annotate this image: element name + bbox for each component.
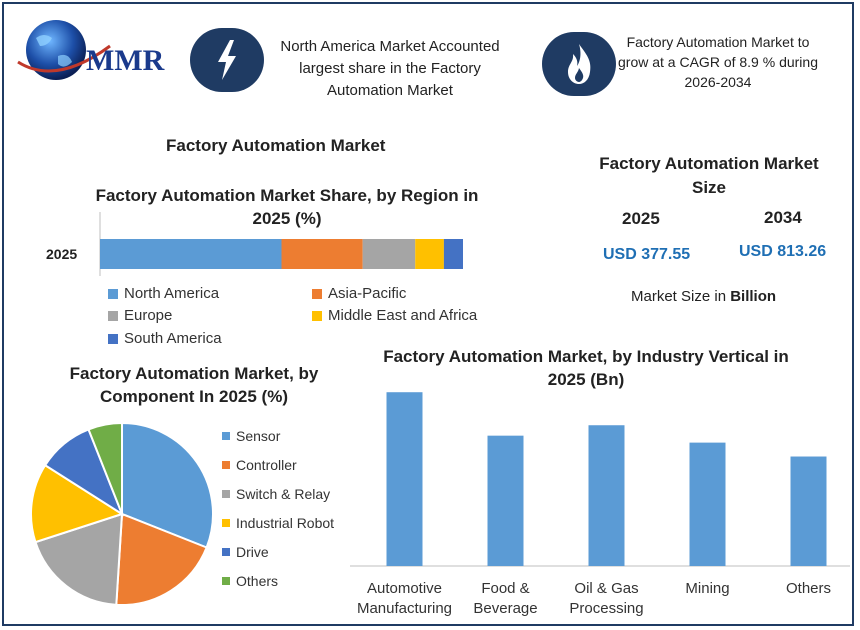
size-value-1: USD 377.55 — [603, 246, 691, 263]
legend-swatch — [222, 548, 230, 556]
size-year-1: 2025 — [622, 209, 660, 228]
legend-controller: Controller — [222, 457, 297, 473]
component-chart-title: Factory Automation Market, by Component … — [69, 364, 319, 406]
bar-mining — [689, 442, 726, 566]
region-bar-north-america — [100, 239, 282, 269]
flame-badge — [542, 32, 616, 96]
size-note-unit: Billion — [730, 288, 777, 305]
legend-swatch — [108, 310, 118, 321]
x-tick-label: Oil & Gas Processing — [569, 580, 643, 617]
legend-drive: Drive — [222, 544, 269, 560]
region-bar-europe — [362, 239, 416, 269]
legend-south-america: South America — [108, 330, 222, 347]
bar-oil-gas-processing — [588, 425, 625, 566]
legend-north-america: North America — [108, 285, 219, 302]
region-chart-title: Factory Automation Market Share, by Regi… — [95, 186, 479, 228]
x-tick-label: Mining — [685, 580, 729, 597]
pie-slice-sensor — [121, 421, 214, 549]
legend-asia-pacific: Asia-Pacific — [312, 285, 406, 302]
legend-label: North America — [124, 285, 220, 302]
legend-label: Middle East and Africa — [328, 307, 478, 324]
logo: MMR — [14, 16, 184, 86]
legend-swatch — [222, 461, 230, 469]
bar-automotive-manufacturing — [386, 392, 423, 566]
lightning-badge — [190, 28, 264, 92]
flame-icon — [568, 44, 591, 84]
pie-slice-controller — [115, 512, 208, 606]
pie-slice-switch-relay — [34, 512, 124, 606]
x-tick-label: Others — [786, 580, 831, 597]
size-value-2: USD 813.26 — [739, 243, 827, 260]
size-panel-title: Factory Automation Market Size — [599, 154, 819, 197]
header-note-1: North America Market Accounted largest s… — [280, 38, 500, 99]
region-bar-south-america — [443, 239, 463, 269]
legend-europe: Europe — [108, 307, 172, 324]
legend-label: Others — [236, 573, 279, 589]
legend-middle-east-africa: Middle East and Africa — [312, 307, 477, 324]
bar-others — [790, 456, 827, 566]
legend-label: Drive — [236, 544, 269, 560]
region-stacked-bar-chart — [99, 212, 463, 276]
legend-others: Others — [222, 573, 278, 589]
legend-swatch — [222, 490, 230, 498]
bar-food-beverage — [487, 435, 524, 566]
legend-swatch — [108, 288, 118, 299]
main-title: Factory Automation Market — [166, 136, 386, 155]
legend-industrial-robot: Industrial Robot — [222, 515, 334, 531]
component-pie-chart — [30, 421, 214, 606]
legend-label: Controller — [236, 457, 297, 473]
logo-text: MMR — [86, 44, 165, 77]
pie-slice-others — [87, 421, 123, 515]
legend-sensor: Sensor — [222, 428, 280, 444]
region-chart-category-label: 2025 — [46, 246, 78, 262]
size-year-2: 2034 — [764, 208, 802, 227]
vertical-bar-chart: Automotive Manufacturing Food & Beverage Oil… — [350, 392, 850, 617]
legend-label: Asia-Pacific — [328, 285, 407, 302]
lightning-icon — [218, 40, 236, 80]
legend-swatch — [222, 519, 230, 527]
legend-switch-relay: Switch & Relay — [222, 486, 330, 502]
header-note-2: Factory Automation Market to grow at a C… — [618, 34, 818, 90]
pie-slice-industrial-robot — [30, 463, 125, 544]
x-tick-label: Food & Beverage — [473, 580, 537, 617]
legend-swatch — [222, 432, 230, 440]
globe-icon — [17, 20, 111, 80]
x-tick-label: Automotive Manufacturing — [357, 580, 452, 617]
legend-swatch — [108, 333, 118, 344]
legend-swatch — [312, 310, 322, 321]
legend-label: Sensor — [236, 428, 281, 444]
size-note-prefix: Market Size in — [631, 288, 731, 305]
region-bar-asia-pacific — [281, 239, 363, 269]
legend-label: Europe — [124, 307, 173, 324]
size-note: Market Size in Billion — [631, 288, 776, 305]
vertical-chart-title: Factory Automation Market, by Industry V… — [383, 347, 789, 389]
legend-label: South America — [124, 330, 222, 347]
legend-label: Switch & Relay — [236, 486, 331, 502]
region-bar-middle-east-and-africa — [415, 239, 444, 269]
legend-label: Industrial Robot — [236, 515, 335, 531]
legend-swatch — [222, 577, 230, 585]
legend-swatch — [312, 288, 322, 299]
